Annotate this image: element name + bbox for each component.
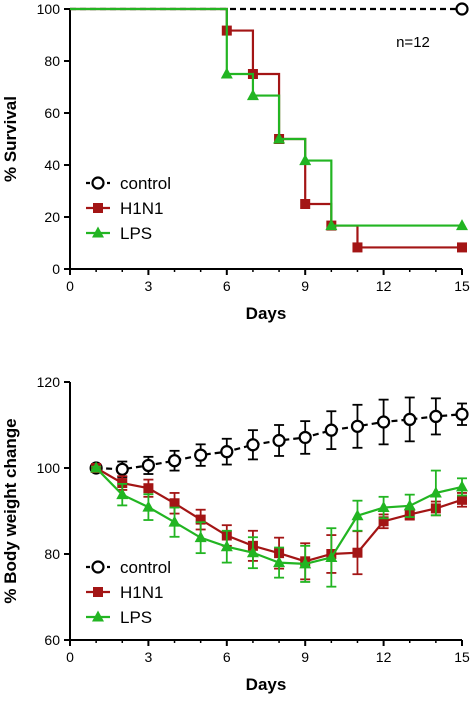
panel2-legend-marker-control: [91, 560, 105, 574]
panel1-y-tick-label: 60: [44, 105, 60, 121]
panel2-y-tick-label: 120: [37, 374, 61, 390]
panel2-y-axis-label: % Body weight change: [1, 418, 20, 603]
panel1-legend-marker-h1n1: [93, 203, 103, 213]
panel2-series-control-point: [455, 407, 469, 421]
panel2-x-tick-label: 12: [376, 649, 392, 665]
panel2-x-axis-label: Days: [246, 675, 287, 694]
panel2-series-lps-point: [429, 486, 442, 498]
panel2-series-h1n1-point: [195, 514, 206, 525]
panel1-y-tick-label: 80: [44, 53, 60, 69]
panel2-legend-marker-h1n1: [93, 587, 103, 597]
panel2-series-lps-point: [351, 509, 364, 521]
panel2-series-lps-point: [299, 557, 312, 569]
panel2-series-lps-point: [246, 546, 259, 558]
panel2-series-control-point: [429, 409, 443, 423]
panel1-y-tick-label: 20: [44, 209, 60, 225]
panel1-legend-label-h1n1: H1N1: [120, 199, 163, 218]
panel2-x-tick-label: 3: [145, 649, 153, 665]
panel1-series-h1n1-point: [352, 242, 363, 253]
panel1-x-tick-label: 12: [376, 278, 392, 294]
panel2-series-lps-point: [377, 501, 390, 513]
panel1-y-tick-label: 0: [52, 261, 60, 277]
panel2-x-tick-label: 6: [223, 649, 231, 665]
panel1-legend-label-control: control: [120, 174, 171, 193]
panel1-x-axis-label: Days: [246, 304, 287, 323]
panel2-x-tick-label: 0: [66, 649, 74, 665]
panel2-y-tick-label: 80: [44, 546, 60, 562]
panel2-legend-label-control: control: [120, 558, 171, 577]
panel2-series-h1n1-point: [457, 494, 467, 505]
panel1-series-lps-line: [70, 7, 462, 227]
panel1-x-tick-label: 9: [301, 278, 309, 294]
panel2-series-control-point: [194, 448, 208, 462]
panel2-x-tick-label: 9: [301, 649, 309, 665]
panel2-series-lps-point: [456, 480, 468, 492]
panel2-series-control-point: [246, 438, 260, 452]
panel2-series-control-point: [350, 419, 365, 433]
panel2-series-lps-point: [90, 461, 103, 473]
panel1-series-lps-point: [220, 67, 233, 79]
panel1-series-h1n1-point: [300, 199, 311, 209]
panel1-series-control-point: [455, 2, 469, 16]
panel2-series-control-point: [167, 454, 182, 468]
panel2-series-h1n1-point: [143, 483, 154, 494]
panel1-series-h1n1-point: [457, 242, 467, 253]
panel1-sample-size-annotation: n=12: [396, 34, 430, 51]
panel2-series-control-point: [324, 423, 338, 437]
panel2-series-lps-point: [403, 499, 416, 511]
panel2-series-lps-point: [142, 500, 155, 512]
panel1-x-tick-label: 0: [66, 278, 74, 294]
panel1-legend-label-lps: LPS: [120, 224, 152, 243]
panel1-y-tick-label: 100: [37, 1, 61, 17]
panel2-series-lps-point: [220, 540, 233, 552]
panel2-series-control-point: [377, 415, 391, 429]
panel2-series-control-point: [141, 458, 155, 473]
panel2-series-control-point: [403, 412, 417, 427]
panel1-series-lps-point: [325, 219, 338, 231]
panel2-series-lps-point: [194, 531, 207, 543]
panel2-legend-label-h1n1: H1N1: [120, 583, 163, 602]
panel2-series-control-point: [220, 445, 234, 459]
panel2-series-control-point: [298, 430, 312, 445]
panel1-series-lps-point: [246, 89, 259, 101]
panel2-y-tick-label: 60: [44, 632, 60, 648]
panel2-series-h1n1-point: [169, 498, 180, 509]
panel2-legend-label-lps: LPS: [120, 608, 152, 627]
panel2-series-h1n1-point: [352, 547, 363, 558]
panel1-series-lps-point: [273, 132, 286, 144]
panel1-y-axis-label: % Survival: [1, 96, 20, 182]
panel2-series-control-point: [115, 462, 129, 476]
panel2-y-tick-label: 100: [37, 460, 61, 476]
panel2-series-control-point: [272, 433, 286, 448]
panel1-x-tick-label: 15: [454, 278, 470, 294]
panel1-x-tick-label: 6: [223, 278, 231, 294]
panel2-series-lps-point: [168, 515, 181, 527]
panel2-legend-marker-lps: [92, 610, 104, 622]
panel1-y-tick-label: 40: [44, 157, 60, 173]
panel2-series-lps-point: [273, 556, 286, 568]
panel1-legend-marker-lps: [92, 226, 104, 238]
panel1-series-lps-point: [456, 219, 468, 231]
panel2-series-h1n1-point: [378, 516, 389, 527]
panel2-x-tick-label: 15: [454, 649, 470, 665]
panel1-series-lps-point: [299, 154, 312, 166]
panel1-x-tick-label: 3: [145, 278, 153, 294]
panel2-series-lps-point: [116, 488, 129, 500]
panel2-series-lps-point: [325, 550, 338, 562]
panel1-legend-marker-control: [91, 176, 105, 190]
